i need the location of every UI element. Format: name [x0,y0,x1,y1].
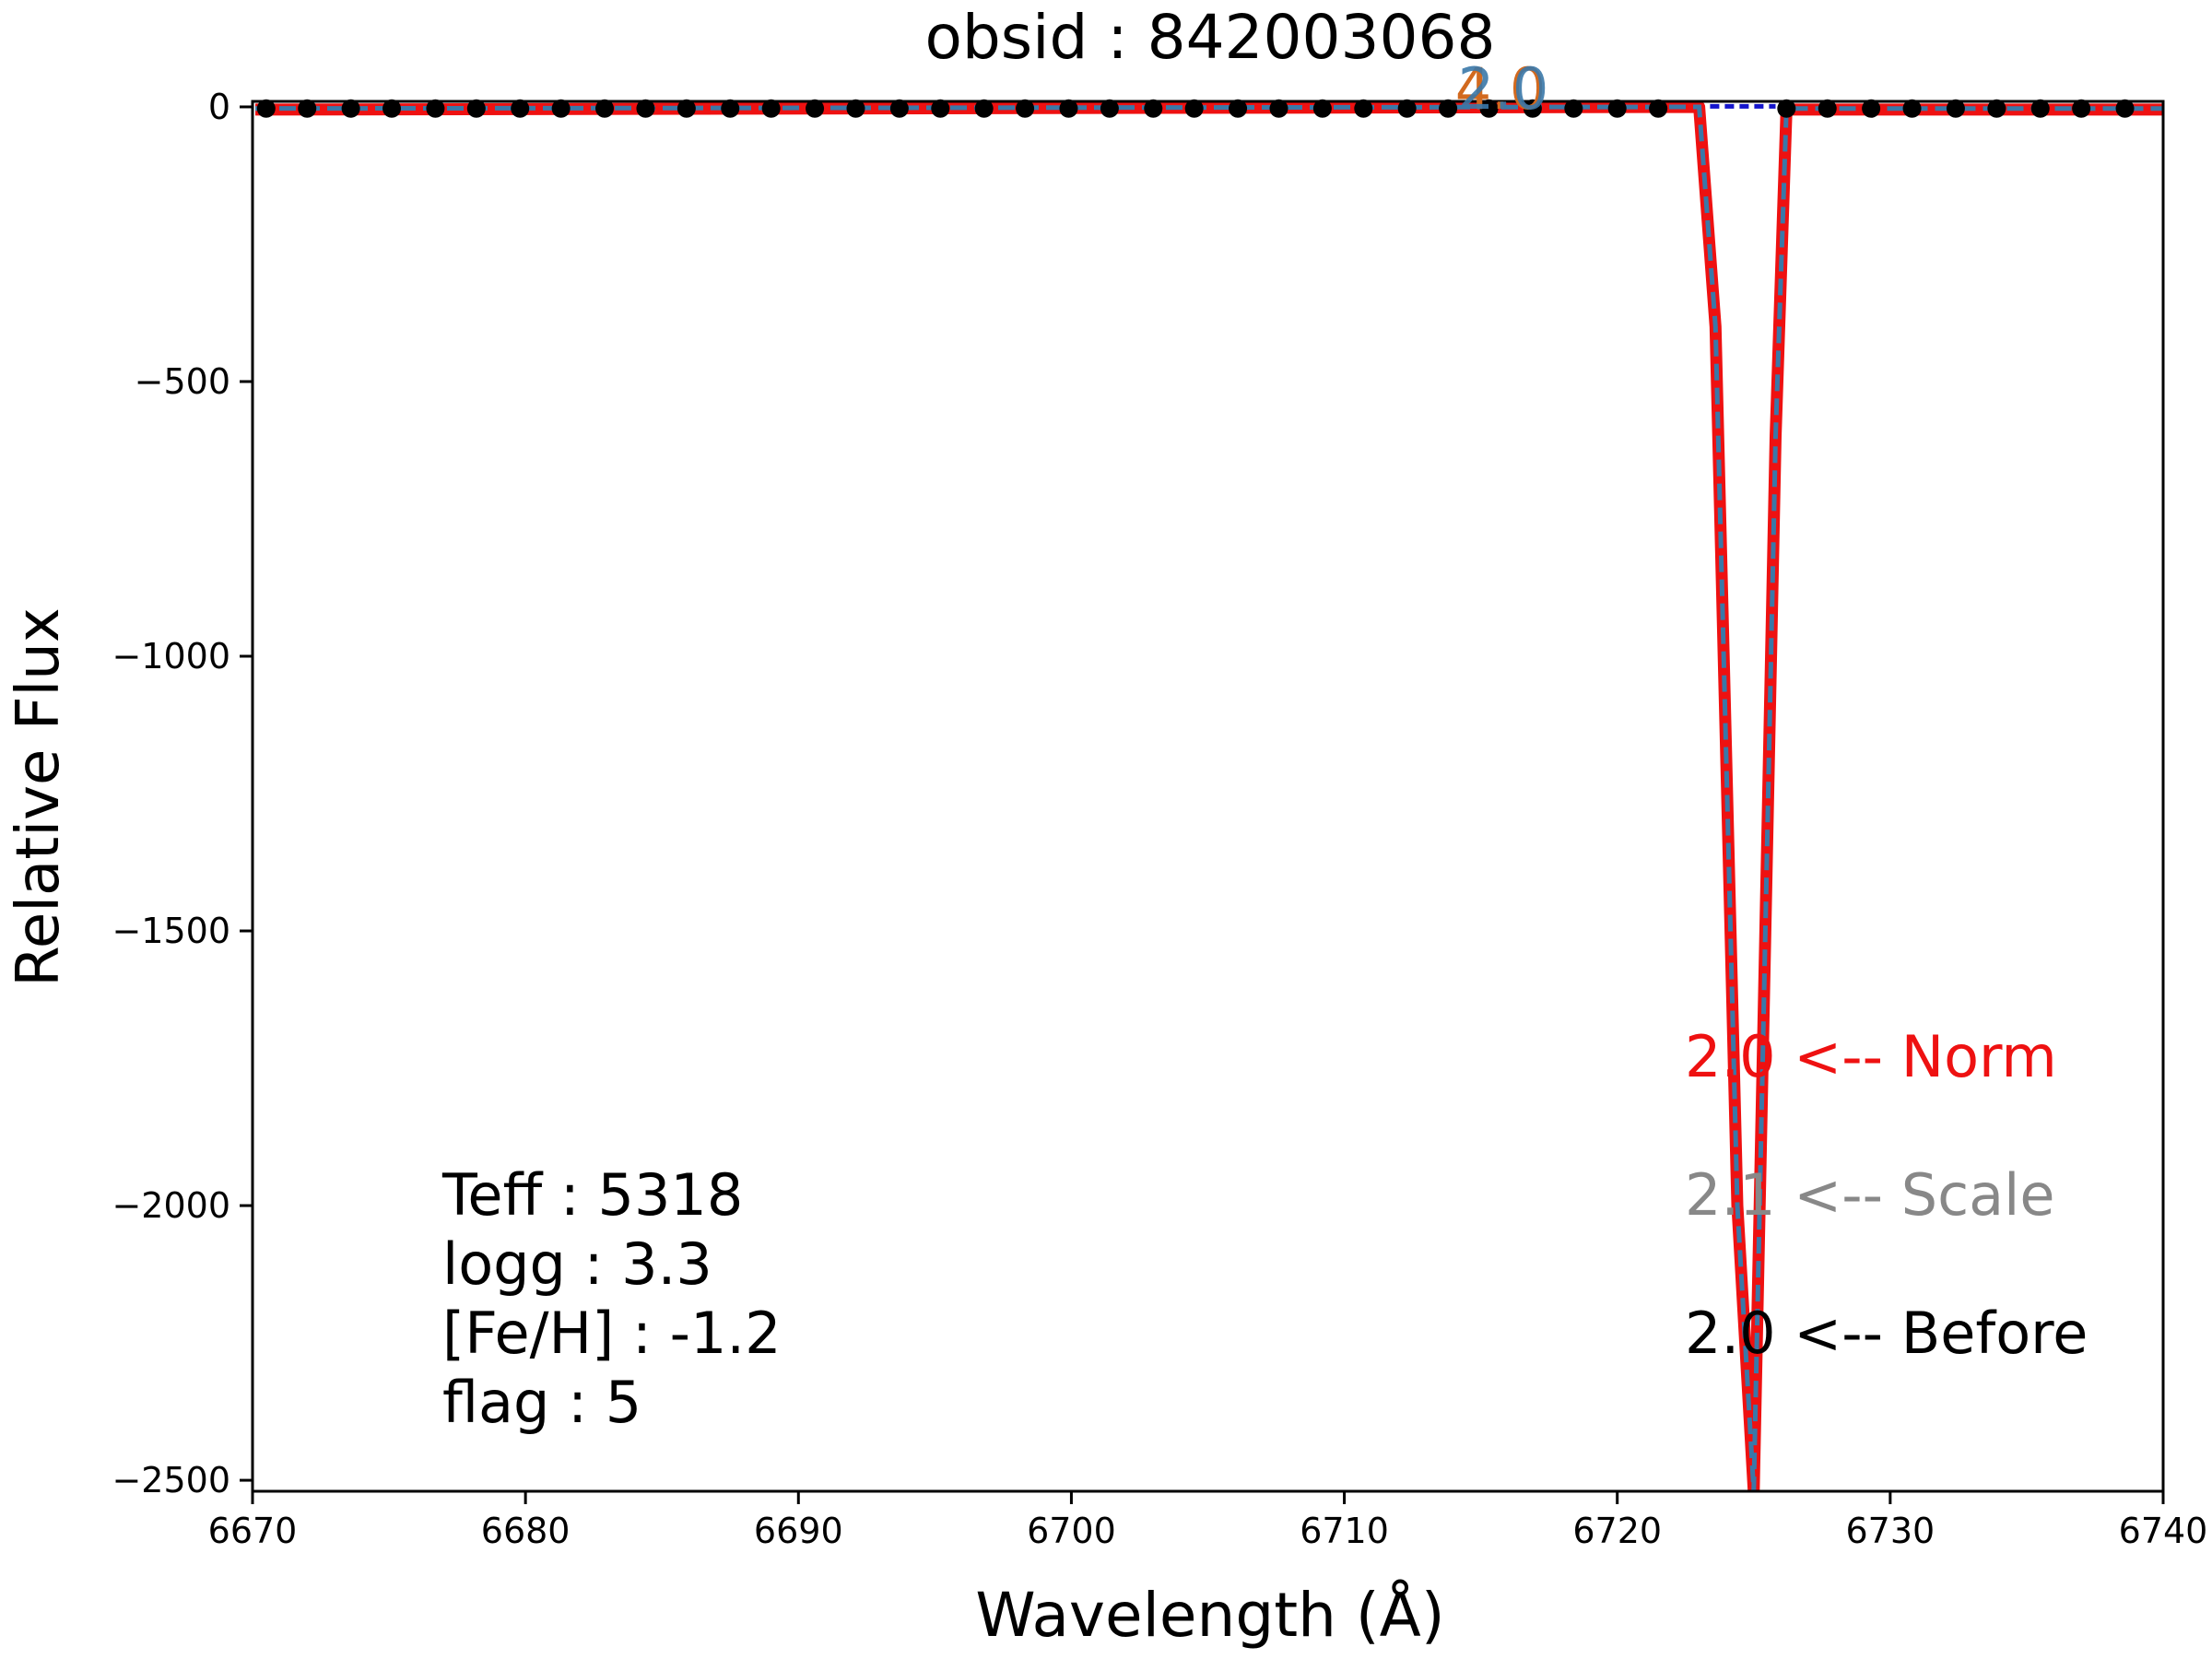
x-tick-label: 6680 [481,1511,571,1551]
data-point [1862,99,1881,118]
data-point [1312,99,1332,118]
data-point [2030,99,2050,118]
data-point [1564,99,1583,118]
norm-label: 2.0 <-- Norm [1685,1023,2057,1090]
before-label: 2.0 <-- Before [1685,1300,2088,1367]
data-point [1229,99,1248,118]
y-tick-label: −2000 [112,1185,230,1226]
y-tick-label: −2500 [112,1460,230,1500]
x-tick-label: 6730 [1845,1511,1935,1551]
data-point [2115,99,2135,118]
data-point [761,99,781,118]
stellar-parameters: Teff : 5318 logg : 3.3 [Fe/H] : -1.2 fla… [441,1161,782,1436]
plot-area [254,101,2163,1491]
param-feh: [Fe/H] : -1.2 [442,1300,782,1367]
y-tick-label: −500 [135,361,230,402]
data-point [1523,99,1542,118]
param-flag: flag : 5 [442,1369,641,1436]
data-point [1269,99,1288,118]
data-point [889,99,909,118]
data-point [1439,99,1458,118]
data-point [931,99,950,118]
x-tick-label: 6710 [1300,1511,1389,1551]
x-tick-label: 6740 [2119,1511,2208,1551]
y-axis-ticks: 0 −500 −1000 −1500 −2000 −2500 [112,87,253,1500]
param-teff: Teff : 5318 [441,1161,743,1229]
data-point [677,99,696,118]
data-point [1818,99,1837,118]
plot-frame [251,100,2165,1493]
data-point [1184,99,1204,118]
data-point [511,99,530,118]
data-point [1397,99,1417,118]
data-point [846,99,865,118]
chart-title: obsid : 842003068 [924,2,1495,73]
peak-labels: 4.0 2.0 [1455,55,1549,123]
data-point [595,99,615,118]
x-axis-label: Wavelength (Å) [975,1580,1444,1651]
data-point [382,99,402,118]
y-tick-label: −1000 [112,636,230,677]
y-axis-label: Relative Flux [5,607,73,986]
normalization-labels: 2.0 <-- Norm 2.1 <-- Scale 2.0 <-- Befor… [1685,1023,2088,1367]
data-point [551,99,571,118]
data-point [1902,99,1922,118]
x-tick-label: 6670 [208,1511,298,1551]
data-points [256,99,2135,118]
series-line-model [254,104,2163,1491]
data-point [1987,99,2006,118]
data-point [1100,99,1119,118]
data-point [256,99,276,118]
peak-label-back: 4.0 [1455,55,1547,123]
data-point [298,99,317,118]
scale-label: 2.1 <-- Scale [1685,1161,2055,1229]
data-point [1649,99,1668,118]
data-point [806,99,825,118]
data-point [974,99,994,118]
data-point [1144,99,1163,118]
data-point [341,99,360,118]
x-axis-ticks: 6670 6680 6690 6700 6710 6720 6730 6740 [208,1491,2208,1551]
data-point [1016,99,1035,118]
data-point [1607,99,1627,118]
x-tick-label: 6720 [1572,1511,1662,1551]
y-tick-label: 0 [208,87,230,127]
x-tick-label: 6690 [754,1511,843,1551]
data-point [466,99,486,118]
data-point [721,99,740,118]
data-point [426,99,445,118]
data-point [1354,99,1373,118]
x-tick-label: 6700 [1027,1511,1116,1551]
data-point [2072,99,2091,118]
param-logg: logg : 3.3 [442,1230,712,1298]
data-point [636,99,655,118]
data-point [1479,99,1499,118]
peak-label-front: 2.0 [1458,55,1549,123]
data-point [1946,99,1965,118]
y-tick-label: −1500 [112,911,230,951]
data-point [1059,99,1078,118]
data-point [1777,99,1796,118]
